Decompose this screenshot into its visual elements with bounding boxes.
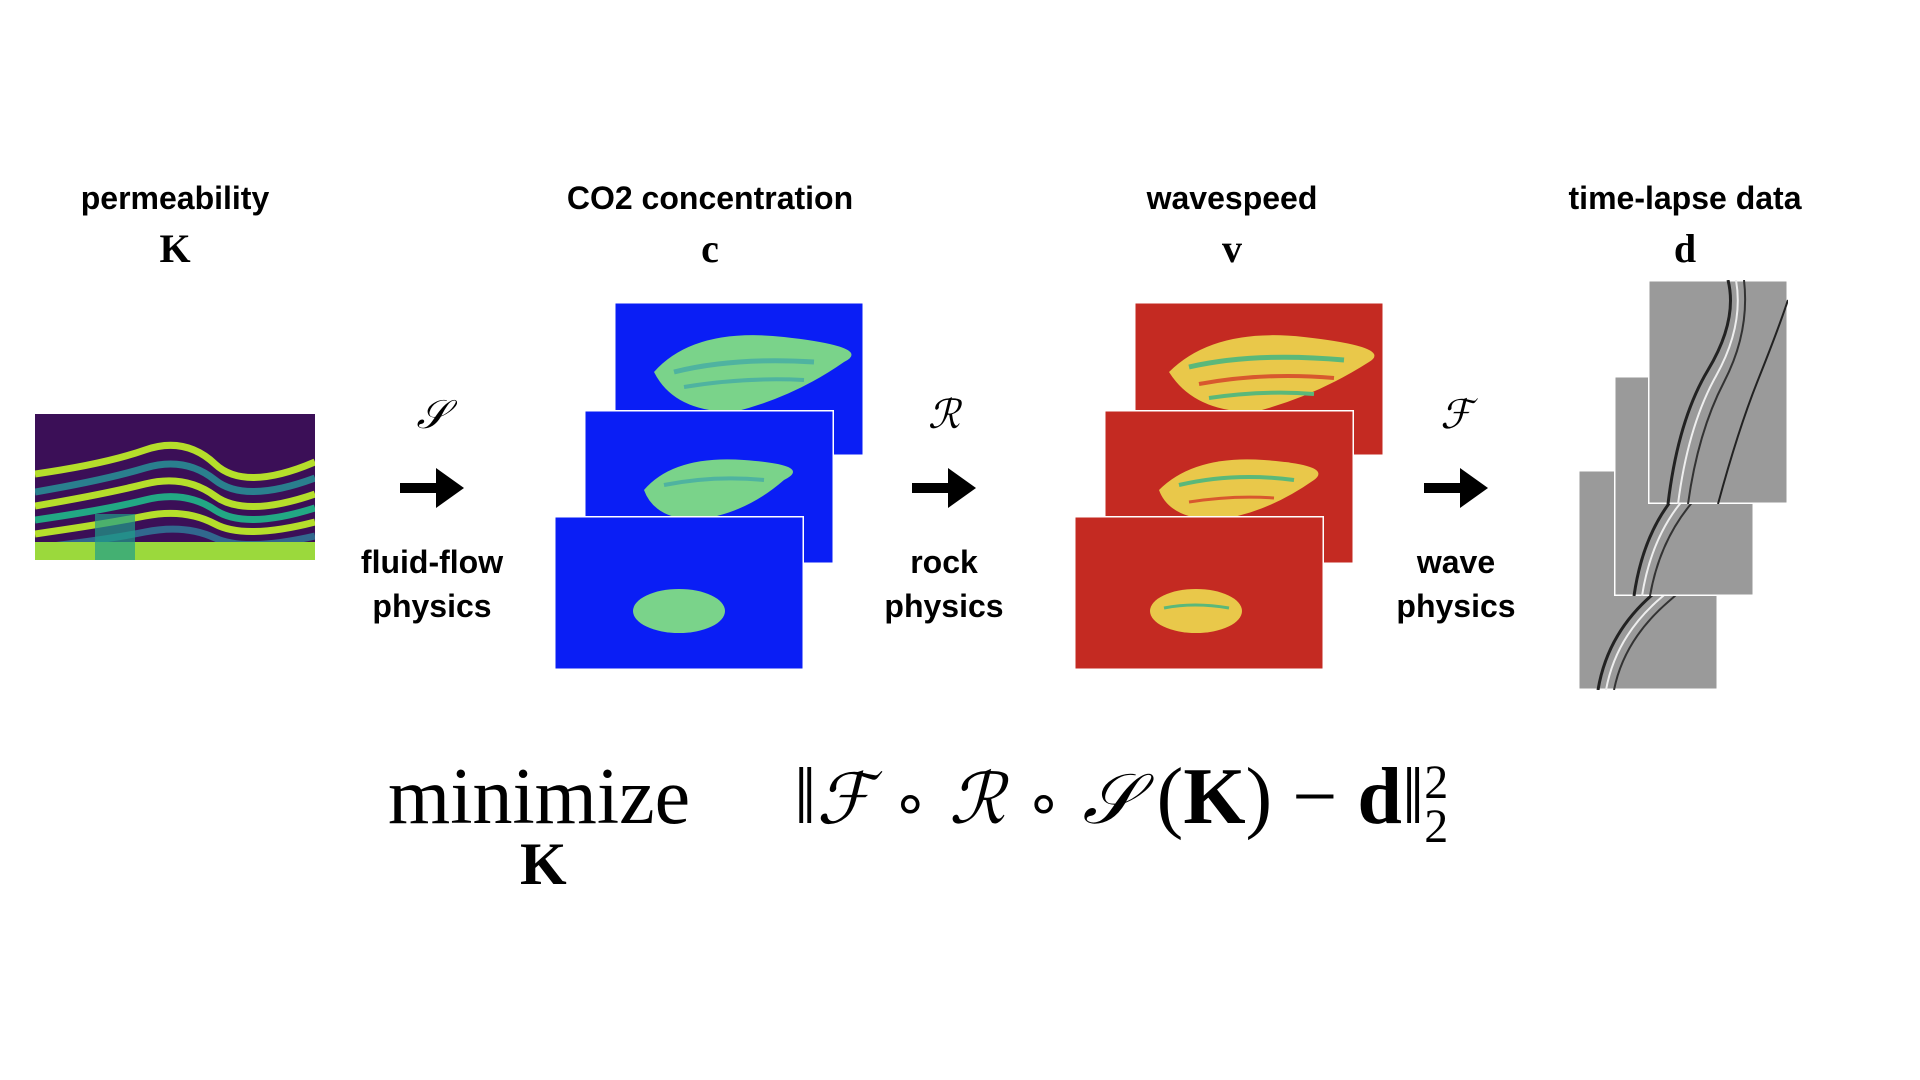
operator-s-caption-line2: physics xyxy=(372,588,492,624)
formula-op-f: ℱ xyxy=(816,758,872,840)
formula-objective-expression: ‖ℱ ∘ ℛ ∘ 𝒮 (K) − d‖ 2 2 xyxy=(794,752,1449,853)
arrow-right-icon xyxy=(912,468,976,508)
formula-norm-close: ‖ xyxy=(1401,753,1425,841)
seismic-panel-back xyxy=(1648,280,1788,504)
formula-minimize: minimize xyxy=(388,753,691,841)
operator-f-symbol: ℱ xyxy=(1440,392,1472,438)
arrow-right-icon xyxy=(400,468,464,508)
operator-f-caption-line2: physics xyxy=(1396,588,1516,624)
formula-superscript: 2 xyxy=(1424,755,1449,809)
formula-compose-1: ∘ xyxy=(891,770,930,836)
formula-compose-2: ∘ xyxy=(1024,770,1063,836)
formula-arg: K xyxy=(1183,753,1246,841)
formula-op-r: ℛ xyxy=(949,758,1005,840)
label-permeability: permeability xyxy=(80,180,270,216)
formula-minimize-variable: K xyxy=(520,831,567,897)
operator-f-caption-line1: wave xyxy=(1416,544,1496,580)
operator-r-caption-line1: rock xyxy=(910,544,978,580)
operator-s-symbol: 𝒮 xyxy=(416,392,448,438)
symbol-time-lapse-data: d xyxy=(1673,226,1697,271)
arrow-right-icon xyxy=(1424,468,1488,508)
operator-r-symbol: ℛ xyxy=(928,392,960,438)
formula-data: d xyxy=(1357,753,1402,841)
symbol-wavespeed: v xyxy=(1222,226,1242,271)
formula-op-s: 𝒮 xyxy=(1082,758,1137,840)
operator-s-caption-line1: fluid-flow xyxy=(360,544,504,580)
formula-subscript: 2 xyxy=(1424,799,1449,853)
objective-formula: minimize xyxy=(388,752,690,843)
operator-r-caption-line2: physics xyxy=(884,588,1004,624)
label-co2-concentration: CO2 concentration xyxy=(566,180,854,216)
co2-panel-front xyxy=(554,516,804,670)
formula-minus: − xyxy=(1292,753,1338,841)
label-time-lapse-data: time-lapse data xyxy=(1568,180,1802,216)
symbol-permeability: K xyxy=(159,226,191,271)
symbol-co2-concentration: c xyxy=(701,226,719,271)
formula-norm-open: ‖ xyxy=(794,753,817,841)
formula-paren-open: ( xyxy=(1156,753,1184,841)
formula-paren-close: ) xyxy=(1245,753,1273,841)
label-wavespeed: wavespeed xyxy=(1146,180,1318,216)
permeability-image xyxy=(35,414,315,560)
wavespeed-panel-front xyxy=(1074,516,1324,670)
